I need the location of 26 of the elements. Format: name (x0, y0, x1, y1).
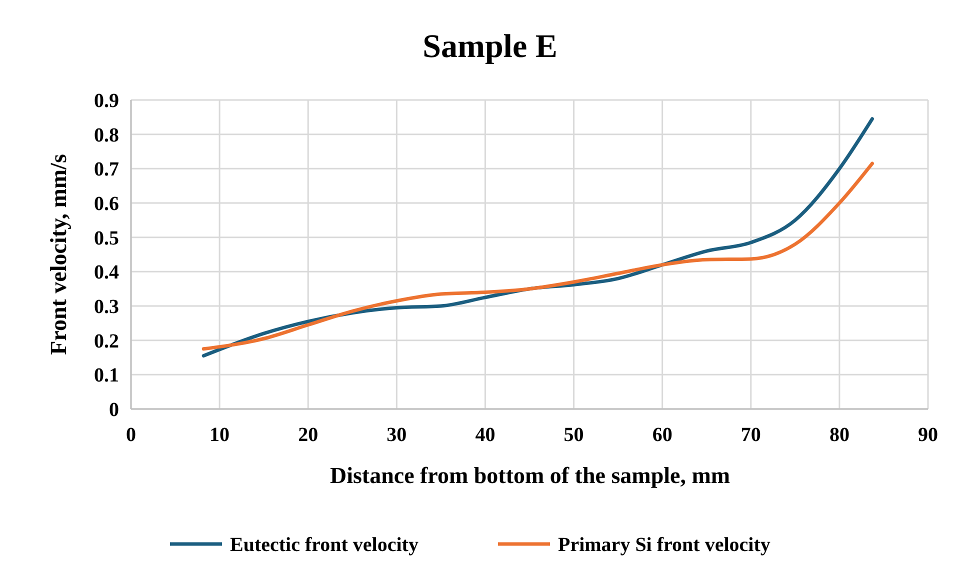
y-tick-label: 0 (109, 399, 119, 421)
y-tick-label: 0.3 (94, 296, 119, 318)
x-tick-label: 80 (829, 424, 850, 446)
legend-label: Primary Si front velocity (558, 534, 770, 556)
x-tick-label: 0 (126, 424, 136, 446)
y-tick-label: 0.5 (94, 227, 119, 250)
y-tick-label: 0.9 (94, 90, 119, 112)
x-tick-label: 60 (652, 424, 672, 446)
y-tick-label: 0.7 (94, 158, 119, 181)
x-tick-label: 40 (475, 424, 496, 446)
x-tick-label: 20 (298, 424, 318, 446)
y-tick-label: 0.8 (94, 124, 119, 146)
y-tick-label: 0.6 (94, 193, 119, 215)
chart-title: Sample E (422, 29, 558, 65)
x-tick-label: 30 (386, 424, 407, 446)
x-tick-label: 10 (210, 424, 230, 446)
y-tick-label: 0.1 (94, 364, 119, 387)
x-axis-title: Distance from bottom of the sample, mm (330, 463, 730, 488)
x-tick-label: 50 (564, 424, 584, 446)
line-series (202, 162, 874, 351)
x-tick-label: 70 (740, 424, 761, 446)
x-tick-label: 90 (918, 424, 938, 446)
y-axis-title: Front velocity, mm/s (46, 154, 71, 355)
y-tick-label: 0.2 (94, 330, 119, 352)
legend-label: Eutectic front velocity (230, 534, 418, 556)
y-tick-label: 0.4 (94, 262, 119, 284)
